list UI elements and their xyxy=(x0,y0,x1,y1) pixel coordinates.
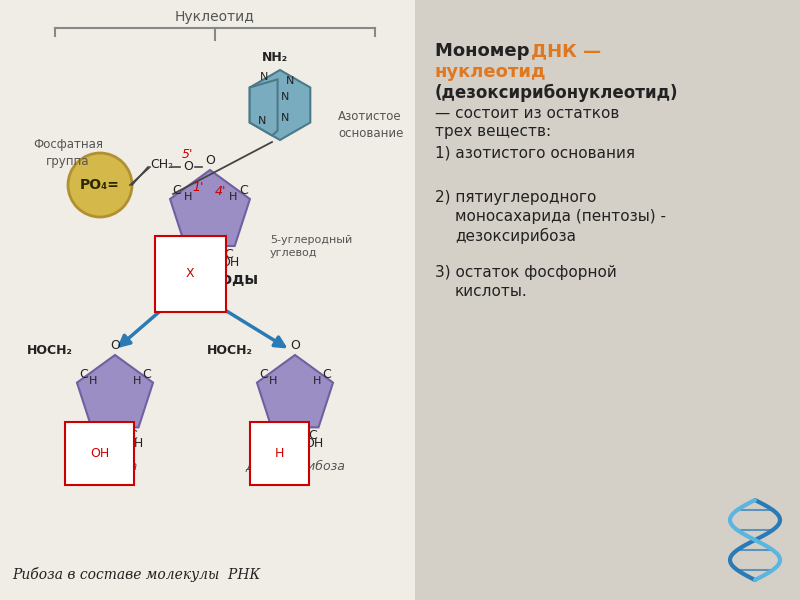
Text: C: C xyxy=(79,368,88,380)
Text: H: H xyxy=(184,192,193,202)
Text: C: C xyxy=(322,368,331,380)
Text: C: C xyxy=(187,248,196,261)
Text: H: H xyxy=(298,424,306,434)
Text: C: C xyxy=(224,248,233,261)
Text: H: H xyxy=(275,447,284,460)
Text: трех веществ:: трех веществ: xyxy=(435,124,551,139)
Text: O: O xyxy=(110,339,120,352)
Text: H: H xyxy=(89,376,98,386)
Polygon shape xyxy=(250,70,310,140)
Text: H: H xyxy=(118,424,126,434)
Text: 4': 4' xyxy=(215,185,226,198)
Text: N: N xyxy=(286,76,294,86)
Text: 5-углеродный
углевод: 5-углеродный углевод xyxy=(270,235,352,258)
Text: 1) азотистого основания: 1) азотистого основания xyxy=(435,145,635,160)
Text: C: C xyxy=(94,430,102,442)
Text: 2) пятиуглеродного: 2) пятиуглеродного xyxy=(435,190,596,205)
FancyBboxPatch shape xyxy=(0,0,415,600)
Text: 5': 5' xyxy=(182,148,194,161)
Text: PO₄=: PO₄= xyxy=(80,178,120,192)
Text: H: H xyxy=(269,376,278,386)
Text: Азотистое
основание: Азотистое основание xyxy=(338,110,403,140)
Text: OH: OH xyxy=(304,437,323,451)
Text: Рибоза в составе молекулы  РНК: Рибоза в составе молекулы РНК xyxy=(12,567,260,582)
Text: O: O xyxy=(205,154,215,167)
Text: нуклеотид: нуклеотид xyxy=(435,63,546,81)
Text: C: C xyxy=(239,184,248,197)
Text: кислоты.: кислоты. xyxy=(455,284,528,299)
Polygon shape xyxy=(250,79,278,136)
Text: OH: OH xyxy=(220,256,239,269)
Text: OH: OH xyxy=(124,437,143,451)
Text: X: X xyxy=(186,268,194,280)
Circle shape xyxy=(68,153,132,217)
Text: моносахарида (пентозы) -: моносахарида (пентозы) - xyxy=(455,209,666,224)
Text: H: H xyxy=(133,376,141,386)
Text: NH₂: NH₂ xyxy=(262,51,288,64)
Text: (дезоксирибонуклеотид): (дезоксирибонуклеотид) xyxy=(435,84,678,102)
Text: H: H xyxy=(214,243,222,253)
Text: N: N xyxy=(281,113,290,123)
Text: O: O xyxy=(290,339,300,352)
Text: 1': 1' xyxy=(192,181,203,194)
Text: Фосфатная
группа: Фосфатная группа xyxy=(33,138,103,168)
Text: H: H xyxy=(103,424,112,434)
Text: — состоит из остатков: — состоит из остатков xyxy=(435,106,619,121)
Text: C: C xyxy=(128,430,137,442)
Text: C: C xyxy=(172,184,181,197)
Text: C: C xyxy=(259,368,268,380)
Polygon shape xyxy=(170,170,250,246)
Text: N: N xyxy=(260,73,269,82)
Text: Дезоксирибоза: Дезоксирибоза xyxy=(245,460,345,473)
Text: 2': 2' xyxy=(199,254,210,267)
Text: HOCH₂: HOCH₂ xyxy=(27,343,73,356)
Text: 3': 3' xyxy=(206,254,218,267)
Text: O: O xyxy=(183,160,193,173)
Text: C: C xyxy=(308,430,317,442)
Text: H: H xyxy=(229,192,237,202)
Polygon shape xyxy=(257,355,333,427)
Text: N: N xyxy=(281,92,290,102)
Text: OH: OH xyxy=(90,447,109,460)
Text: 3) остаток фосфорной: 3) остаток фосфорной xyxy=(435,265,617,280)
Text: ДНК —: ДНК — xyxy=(531,42,601,60)
Text: C: C xyxy=(274,430,282,442)
Text: H: H xyxy=(283,424,292,434)
Polygon shape xyxy=(77,355,153,427)
Text: H: H xyxy=(198,243,206,253)
Text: H: H xyxy=(313,376,321,386)
Text: дезоксирибоза: дезоксирибоза xyxy=(455,228,576,244)
Text: Мономер: Мономер xyxy=(435,42,536,60)
Text: C: C xyxy=(142,368,151,380)
Text: HOCH₂: HOCH₂ xyxy=(207,343,253,356)
Text: CH₂: CH₂ xyxy=(150,158,174,172)
FancyBboxPatch shape xyxy=(415,0,800,600)
Text: Нуклеотид: Нуклеотид xyxy=(175,10,255,24)
Text: Рибоза: Рибоза xyxy=(92,460,138,473)
Text: Углеводы: Углеводы xyxy=(171,272,258,287)
Text: N: N xyxy=(258,116,266,126)
